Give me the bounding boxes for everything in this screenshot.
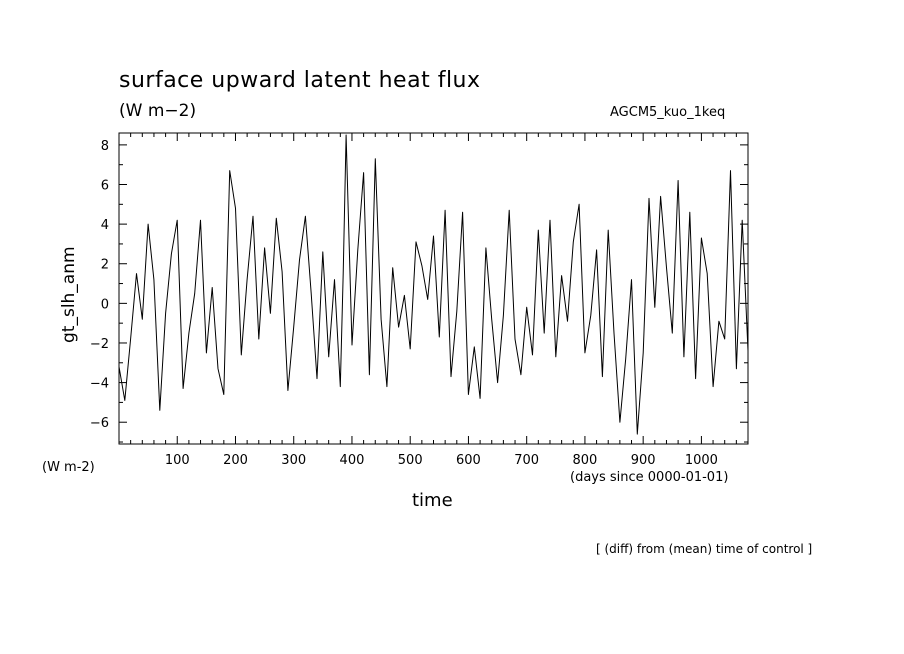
y-tick-label: 2 xyxy=(101,258,109,273)
run-name: AGCM5_kuo_1keq xyxy=(610,105,726,120)
x-tick-label: 1000 xyxy=(685,453,718,468)
y-tick-label: 6 xyxy=(101,179,109,194)
x-tick-label: 200 xyxy=(223,453,248,468)
y-tick-label: −4 xyxy=(90,377,109,392)
x-tick-label: 500 xyxy=(398,453,423,468)
x-axis-units: (days since 0000-01-01) xyxy=(570,470,729,485)
chart-units: (W m−2) xyxy=(119,101,197,121)
x-tick-label: 400 xyxy=(340,453,365,468)
y-axis-units: (W m-2) xyxy=(42,460,95,475)
series-group xyxy=(118,134,749,435)
footer-note: [ (diff) from (mean) time of control ] xyxy=(596,542,813,556)
x-tick-label: 700 xyxy=(514,453,539,468)
y-tick-label: 8 xyxy=(101,139,109,154)
y-tick-label: 4 xyxy=(101,218,109,233)
axis-tick-labels: 100 200 300 400 500 600 700 800 900 1000 −6 −4 −2 0 2 4… xyxy=(90,139,718,468)
x-axis-label: time xyxy=(412,490,453,511)
chart-title: surface upward latent heat flux xyxy=(119,68,481,93)
y-tick-label: 0 xyxy=(101,297,109,312)
y-tick-label: −2 xyxy=(90,337,109,352)
y-tick-label: −6 xyxy=(90,416,109,431)
x-tick-label: 900 xyxy=(631,453,656,468)
x-tick-label: 600 xyxy=(456,453,481,468)
axis-ticks xyxy=(119,133,748,444)
x-tick-label: 300 xyxy=(281,453,306,468)
x-tick-label: 800 xyxy=(573,453,598,468)
series-line xyxy=(118,134,749,435)
x-tick-label: 100 xyxy=(165,453,190,468)
